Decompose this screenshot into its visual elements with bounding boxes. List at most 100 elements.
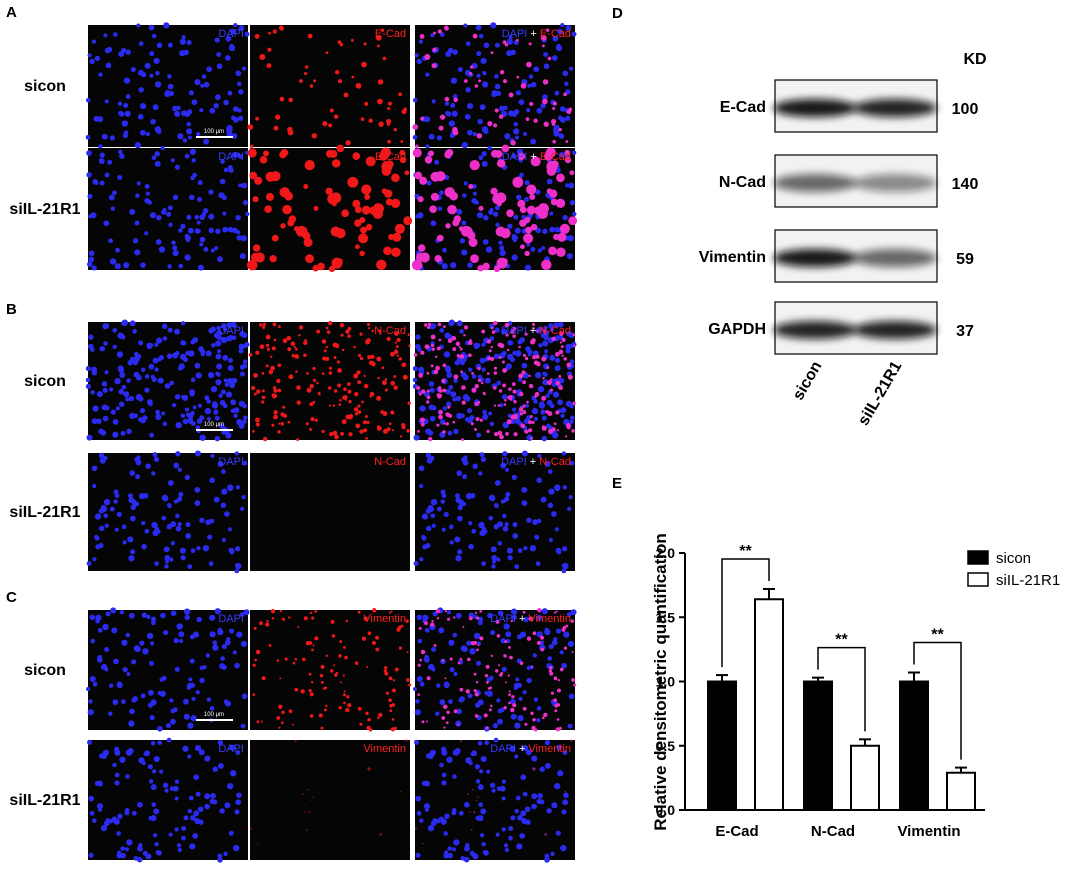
nucleus [123, 391, 130, 398]
nucleus [167, 504, 172, 509]
nucleus [118, 149, 123, 155]
stained-cell [512, 334, 516, 338]
stained-cell [490, 187, 498, 195]
stained-cell [377, 98, 383, 105]
stained-cell [366, 665, 369, 668]
nucleus [551, 639, 558, 646]
nucleus [196, 196, 203, 202]
nucleus [556, 549, 562, 555]
nucleus [185, 522, 191, 528]
stained-cell [246, 259, 258, 271]
stained-cell [363, 616, 368, 621]
nucleus [450, 391, 457, 398]
nucleus [212, 644, 219, 651]
nucleus [218, 192, 225, 199]
unit-label: KD [963, 51, 986, 68]
y-tick-label: 0.5 [656, 738, 676, 754]
stained-cell [253, 372, 258, 378]
stained-cell [420, 422, 425, 427]
nucleus [181, 394, 189, 401]
nucleus [219, 808, 225, 814]
stained-cell [346, 695, 350, 699]
stained-cell [444, 151, 452, 159]
stained-cell [507, 395, 512, 400]
channel-name: DAPI [218, 325, 244, 337]
stained-cell [283, 413, 288, 418]
channel-label: DAPI [218, 456, 244, 468]
bar [803, 680, 833, 811]
nucleus [501, 796, 506, 801]
nucleus [96, 418, 102, 425]
stained-cell [354, 412, 358, 416]
nucleus [150, 212, 157, 219]
nucleus [198, 749, 205, 756]
nucleus [130, 549, 136, 555]
nucleus [505, 638, 511, 644]
nucleus [204, 755, 211, 762]
nucleus [477, 616, 484, 622]
stained-cell [476, 796, 479, 798]
nucleus [184, 233, 190, 239]
nucleus [117, 174, 123, 181]
stained-cell [339, 640, 343, 644]
stained-cell [359, 217, 366, 223]
nucleus [542, 94, 548, 101]
nucleus [125, 774, 130, 779]
nucleus [505, 631, 512, 638]
nucleus [436, 135, 442, 141]
nucleus [187, 564, 193, 570]
nucleus [204, 793, 211, 800]
nucleus [423, 656, 430, 663]
nucleus [478, 620, 483, 626]
nucleus [523, 545, 528, 551]
nucleus [114, 780, 120, 786]
stained-cell [265, 364, 269, 368]
y-tick-label: 1.0 [656, 674, 676, 690]
stained-cell [467, 793, 470, 795]
stained-cell [288, 97, 294, 103]
stained-cell [347, 326, 352, 331]
nucleus [544, 629, 551, 636]
nucleus [188, 90, 195, 96]
nucleus [210, 386, 218, 393]
stained-cell [445, 223, 451, 229]
nucleus [164, 91, 171, 98]
nucleus [512, 522, 518, 528]
nucleus [414, 709, 421, 716]
stained-cell [364, 101, 369, 106]
stained-cell [325, 187, 333, 195]
stained-cell [307, 33, 313, 39]
stained-cell [311, 133, 318, 139]
nucleus [478, 471, 483, 476]
nucleus [571, 31, 577, 37]
nucleus [521, 486, 528, 493]
stained-cell [265, 192, 274, 201]
nucleus [568, 66, 574, 71]
stained-cell [424, 344, 430, 350]
stained-cell [386, 336, 391, 342]
panel-label: C [6, 589, 17, 606]
nucleus [566, 253, 573, 260]
nucleus [548, 644, 554, 650]
nucleus [508, 340, 514, 346]
nucleus [524, 806, 531, 812]
nucleus [238, 89, 244, 95]
stained-cell [254, 658, 257, 662]
stained-cell [457, 661, 461, 665]
channel-name: + [530, 325, 536, 337]
nucleus [111, 627, 118, 634]
stained-cell [522, 410, 527, 415]
nucleus [218, 393, 223, 398]
stained-cell [248, 353, 253, 357]
stained-cell [555, 727, 560, 732]
nucleus [174, 110, 181, 118]
stained-cell [446, 710, 450, 715]
nucleus [413, 686, 418, 692]
nucleus [232, 116, 239, 123]
nucleus [118, 401, 125, 407]
stained-cell [536, 329, 539, 333]
nucleus [197, 403, 202, 408]
stained-cell [496, 634, 501, 638]
nucleus [429, 387, 435, 393]
nucleus [91, 366, 98, 373]
